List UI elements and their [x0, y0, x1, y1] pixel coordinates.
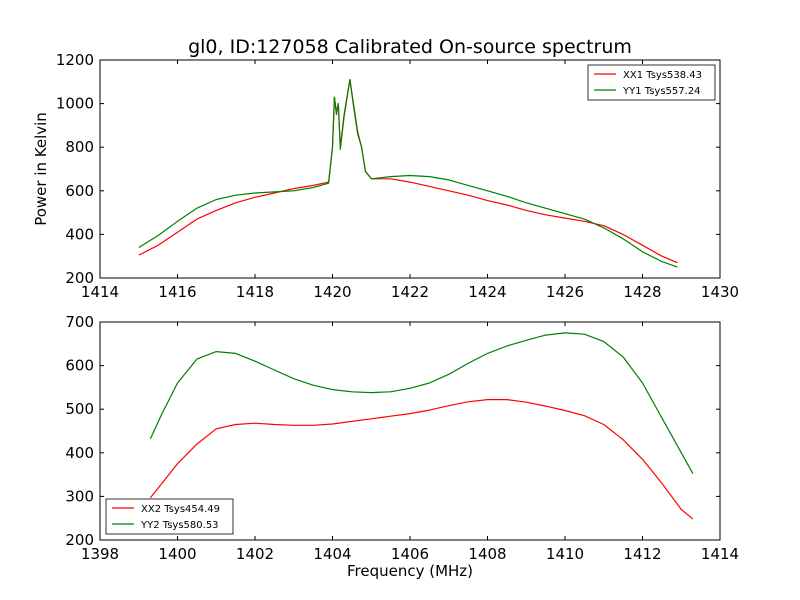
x-tick-label: 1416	[158, 283, 196, 301]
top-legend-box	[587, 64, 716, 101]
x-tick-label: 1420	[313, 283, 351, 301]
x-tick-label: 1426	[546, 283, 584, 301]
y-tick-label: 500	[65, 400, 94, 418]
x-tick-label: 1408	[468, 545, 506, 563]
y-axis-title: Power in Kelvin	[32, 112, 50, 226]
y-tick-label: 600	[65, 182, 94, 200]
x-tick-label: 1402	[236, 545, 274, 563]
top-axis-ticks: 1414 1416 1418 1420 1422 1424 1426 1428 1430 200 4…	[56, 51, 739, 301]
bottom-panel: Frequency (MHz) 1398 1400 1402 1404 1406 1408…	[65, 313, 739, 580]
chart-title: gl0, ID:127058 Calibrated On-source spec…	[188, 36, 632, 58]
bottom-series-lines	[149, 332, 694, 520]
series-line-yy1	[138, 79, 678, 268]
y-tick-label: 300	[65, 487, 94, 505]
x-tick-label: 1400	[158, 545, 196, 563]
y-tick-label: 400	[65, 225, 94, 243]
bottom-legend-label-yy2: YY2 Tsys580.53	[140, 520, 219, 531]
x-tick-label: 1406	[391, 545, 429, 563]
x-tick-label: 1430	[701, 283, 739, 301]
bottom-legend-label-xx2: XX2 Tsys454.49	[141, 504, 220, 515]
x-tick-label: 1414	[81, 283, 119, 301]
y-tick-label: 200	[65, 531, 94, 549]
x-tick-label: 1422	[391, 283, 429, 301]
series-line-yy2	[149, 332, 694, 474]
series-line-xx1	[138, 79, 678, 264]
x-tick-label: 1404	[313, 545, 351, 563]
bottom-plot-frame	[99, 321, 721, 541]
bottom-axis-ticks: 1398 1400 1402 1404 1406 1408 1410 1412 1414 200 3…	[65, 313, 739, 563]
x-tick-label: 1410	[546, 545, 584, 563]
y-tick-label: 700	[65, 313, 94, 331]
x-tick-label: 1398	[81, 545, 119, 563]
x-tick-label: 1412	[623, 545, 661, 563]
y-tick-label: 800	[65, 138, 94, 156]
top-legend-label-yy1: YY1 Tsys557.24	[622, 86, 701, 97]
top-legend-label-xx1: XX1 Tsys538.43	[623, 70, 702, 81]
y-tick-label: 200	[65, 269, 94, 287]
x-tick-label: 1414	[701, 545, 739, 563]
y-tick-label: 600	[65, 357, 94, 375]
y-tick-label: 1000	[56, 95, 94, 113]
x-tick-label: 1418	[236, 283, 274, 301]
x-tick-label: 1424	[468, 283, 506, 301]
x-tick-label: 1428	[623, 283, 661, 301]
top-panel: gl0, ID:127058 Calibrated On-source spec…	[32, 36, 739, 301]
bottom-legend-box	[105, 498, 234, 535]
top-series-lines	[138, 79, 678, 268]
top-legend: XX1 Tsys538.43 YY1 Tsys557.24	[587, 64, 716, 101]
y-tick-label: 400	[65, 444, 94, 462]
top-plot-frame	[99, 59, 721, 279]
series-line-xx2	[149, 399, 694, 520]
x-axis-title: Frequency (MHz)	[347, 562, 473, 580]
y-tick-label: 1200	[56, 51, 94, 69]
bottom-legend: XX2 Tsys454.49 YY2 Tsys580.53	[105, 498, 234, 535]
